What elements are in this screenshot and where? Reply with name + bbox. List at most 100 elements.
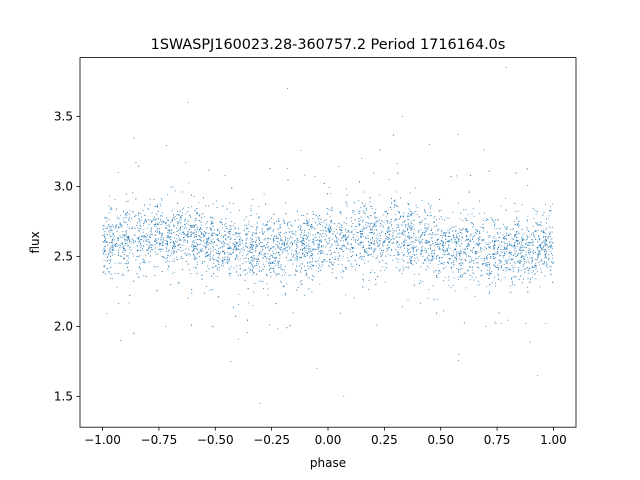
data-point	[104, 246, 107, 248]
data-point	[448, 252, 450, 254]
data-point	[212, 257, 214, 259]
data-point	[526, 220, 528, 222]
data-point	[457, 133, 459, 135]
data-point	[132, 255, 134, 257]
data-point	[544, 254, 546, 256]
data-point	[150, 251, 152, 253]
data-point	[256, 222, 258, 224]
data-point	[512, 276, 515, 278]
data-point	[369, 244, 371, 246]
data-point	[256, 260, 258, 263]
data-point	[143, 229, 145, 231]
data-point	[308, 243, 310, 245]
data-point	[303, 256, 305, 258]
data-point	[118, 237, 120, 239]
data-point	[194, 242, 196, 244]
data-point	[402, 215, 405, 217]
data-point	[460, 250, 462, 252]
data-point	[385, 262, 387, 264]
data-point	[106, 260, 108, 262]
data-point	[167, 231, 169, 233]
data-point	[420, 252, 422, 254]
data-point	[208, 205, 210, 207]
data-point	[211, 275, 213, 277]
data-point	[485, 258, 487, 260]
data-point	[116, 244, 118, 246]
data-point	[546, 261, 548, 264]
data-point	[461, 229, 463, 231]
data-point	[420, 234, 422, 236]
data-point	[270, 263, 272, 265]
data-point	[525, 268, 527, 270]
data-point	[381, 224, 383, 226]
data-point	[142, 222, 145, 224]
data-point	[458, 251, 460, 253]
data-point	[234, 246, 236, 248]
data-point	[194, 209, 196, 211]
data-point	[277, 261, 279, 263]
data-point	[448, 244, 450, 246]
data-point	[169, 232, 171, 234]
data-point	[365, 236, 367, 238]
data-point	[195, 266, 197, 268]
data-point	[178, 214, 181, 216]
data-point	[155, 266, 157, 268]
data-point	[262, 280, 264, 283]
data-point	[345, 229, 347, 231]
data-point	[234, 244, 236, 246]
data-point	[300, 241, 302, 243]
data-point	[362, 245, 365, 247]
data-point	[125, 193, 127, 195]
data-point	[284, 293, 286, 295]
data-point	[423, 234, 425, 236]
data-point	[405, 239, 407, 242]
data-point	[239, 252, 241, 254]
data-point	[148, 261, 150, 263]
data-point	[117, 302, 120, 304]
data-point	[274, 258, 276, 260]
data-point	[462, 274, 464, 276]
data-point	[159, 203, 161, 205]
data-point	[437, 233, 439, 236]
data-point	[512, 246, 514, 248]
data-point	[262, 232, 264, 234]
data-point	[549, 210, 551, 212]
data-point	[373, 232, 375, 234]
data-point	[168, 266, 170, 268]
data-point	[371, 238, 373, 240]
data-point	[398, 229, 400, 231]
data-point	[356, 255, 358, 257]
data-point	[212, 235, 214, 237]
data-point	[353, 210, 355, 212]
data-point	[525, 322, 527, 325]
data-point	[429, 233, 431, 235]
data-point	[173, 231, 175, 234]
data-point	[318, 246, 320, 248]
data-point	[196, 244, 199, 246]
data-point	[467, 242, 469, 244]
data-point	[306, 274, 308, 276]
data-point	[143, 225, 145, 227]
data-point	[186, 240, 189, 242]
data-point	[523, 261, 525, 263]
data-point	[258, 237, 260, 239]
data-point	[358, 200, 360, 202]
data-point	[505, 237, 507, 239]
data-point	[246, 254, 248, 256]
data-point	[307, 224, 309, 226]
data-point	[455, 241, 458, 243]
data-point	[403, 245, 405, 247]
data-point	[346, 205, 348, 207]
data-point	[270, 247, 272, 249]
data-point	[114, 244, 116, 246]
data-point	[472, 224, 475, 226]
data-point	[477, 229, 479, 231]
data-point	[108, 263, 111, 265]
data-point	[506, 262, 508, 264]
data-point	[294, 240, 296, 242]
data-point	[187, 254, 189, 256]
data-point	[491, 281, 493, 283]
data-point	[287, 246, 289, 248]
data-point	[455, 243, 457, 245]
data-point	[486, 266, 488, 268]
